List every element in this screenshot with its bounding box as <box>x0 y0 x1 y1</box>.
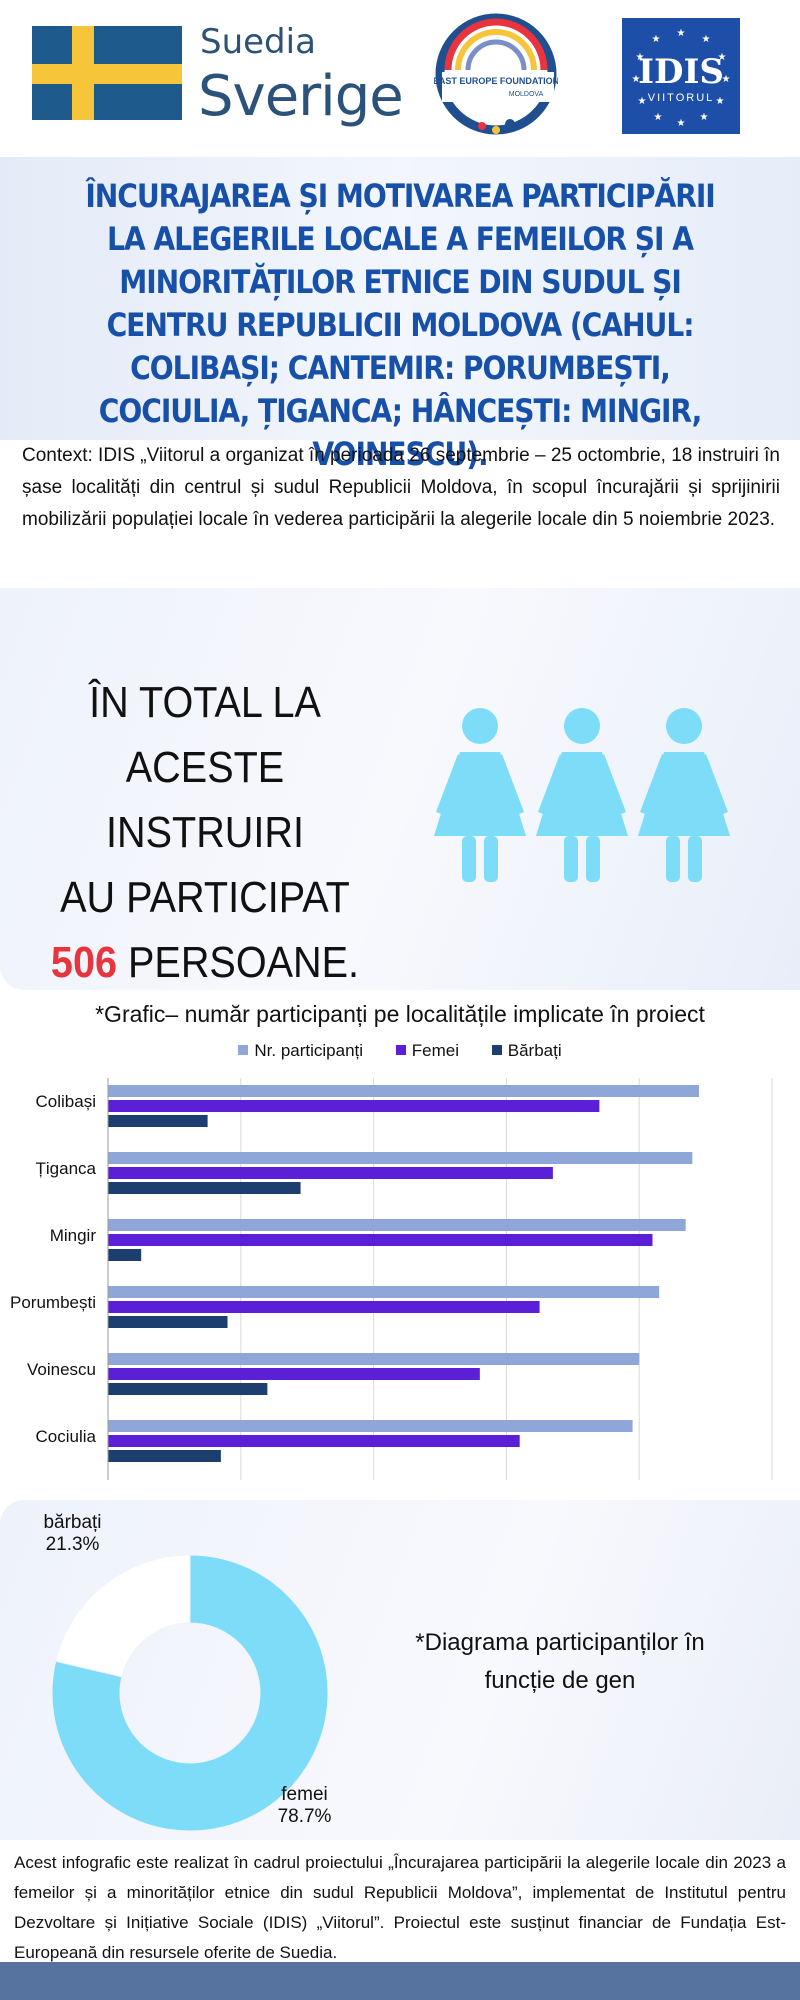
pie-chart-title: *Diagrama participanților în funcție de … <box>415 1629 705 1694</box>
legend-item-barbati: Bărbați <box>491 1041 562 1061</box>
sweden-logo-line2: Sverige <box>198 64 404 129</box>
category-label: Voinescu <box>27 1360 96 1379</box>
footer-bar <box>0 1962 800 2000</box>
footer-disclaimer: Acest infografic este realizat în cadrul… <box>14 1853 786 1962</box>
sweden-logo-line1: Suedia <box>200 22 316 62</box>
svg-text:★: ★ <box>700 112 709 123</box>
title-banner: ÎNCURAJAREA ȘI MOTIVAREA PARTICIPĂRII LA… <box>0 157 800 473</box>
participants-bar-chart: 020406080100ColibașiȚigancaMingirPorumbe… <box>10 1078 773 1480</box>
svg-text:★: ★ <box>702 34 711 45</box>
idis-viitorul-logo: ★ ★ ★ ★ ★ ★ ★ ★ ★ ★ ★ ★ IDIS VIITORUL <box>622 18 740 134</box>
category-label: Cociulia <box>36 1427 97 1446</box>
legend-item-total: Nr. participanți <box>238 1041 363 1061</box>
bar-femei <box>108 1100 600 1112</box>
bar-total <box>108 1286 660 1298</box>
east-europe-foundation-logo: EAST EUROPE FOUNDATION MOLDOVA <box>434 13 558 135</box>
category-label: Țiganca <box>36 1159 97 1178</box>
bar-femei <box>108 1435 520 1447</box>
category-label: Colibași <box>36 1092 96 1111</box>
bar-barbati <box>108 1182 301 1194</box>
woman-icon <box>434 708 526 882</box>
bar-femei <box>108 1368 480 1380</box>
donut-slice-femei <box>51 1554 329 1832</box>
bar-total <box>108 1219 686 1231</box>
bar-chart-title: *Grafic– număr participanți pe localităț… <box>95 1001 705 1027</box>
bar-femei <box>108 1234 653 1246</box>
women-icons <box>434 708 730 882</box>
header-logos: Suedia Sverige EAST EUROPE FOUNDATION MO… <box>0 0 800 150</box>
svg-text:★: ★ <box>677 118 686 129</box>
svg-text:★: ★ <box>654 112 663 123</box>
sweden-flag-icon <box>32 26 182 120</box>
bar-total <box>108 1353 640 1365</box>
svg-text:★: ★ <box>722 74 731 85</box>
donut-slice-bărbați <box>55 1554 191 1678</box>
svg-text:EAST EUROPE FOUNDATION: EAST EUROPE FOUNDATION <box>434 76 558 86</box>
legend-item-femei: Femei <box>395 1041 459 1061</box>
woman-icon <box>536 708 628 882</box>
svg-text:★: ★ <box>638 96 647 107</box>
page-title: ÎNCURAJAREA ȘI MOTIVAREA PARTICIPĂRII LA… <box>85 177 715 473</box>
total-participants-text: ÎN TOTAL LA ACESTE INSTRUIRI AU PARTICIP… <box>50 678 360 987</box>
svg-text:★: ★ <box>677 28 686 39</box>
total-participants-section: ÎN TOTAL LA ACESTE INSTRUIRI AU PARTICIP… <box>0 588 800 990</box>
svg-text:★: ★ <box>652 34 661 45</box>
pie-label-femei: femei 78.7% <box>277 1784 332 1827</box>
bar-barbati <box>108 1450 221 1462</box>
category-label: Mingir <box>50 1226 97 1245</box>
bar-total <box>108 1085 699 1097</box>
bar-femei <box>108 1167 553 1179</box>
bar-total <box>108 1420 633 1432</box>
svg-text:★: ★ <box>718 52 727 63</box>
context-paragraph: Context: IDIS „Viitorul a organizat în p… <box>22 445 780 530</box>
svg-text:★: ★ <box>716 96 725 107</box>
gender-donut-chart <box>51 1554 329 1832</box>
svg-text:MOLDOVA: MOLDOVA <box>509 91 544 98</box>
bar-chart-legend: Nr. participanți Femei Bărbați <box>0 1041 800 1061</box>
bar-femei <box>108 1301 540 1313</box>
svg-text:★: ★ <box>636 52 645 63</box>
bar-barbati <box>108 1316 228 1328</box>
bar-total <box>108 1152 693 1164</box>
bar-barbati <box>108 1383 268 1395</box>
category-label: Porumbești <box>10 1293 96 1312</box>
woman-icon <box>638 708 730 882</box>
pie-label-barbati: bărbați 21.3% <box>43 1512 102 1555</box>
bar-barbati <box>108 1115 208 1127</box>
svg-text:★: ★ <box>632 74 641 85</box>
bar-barbati <box>108 1249 142 1261</box>
total-number: 506 <box>50 938 117 987</box>
